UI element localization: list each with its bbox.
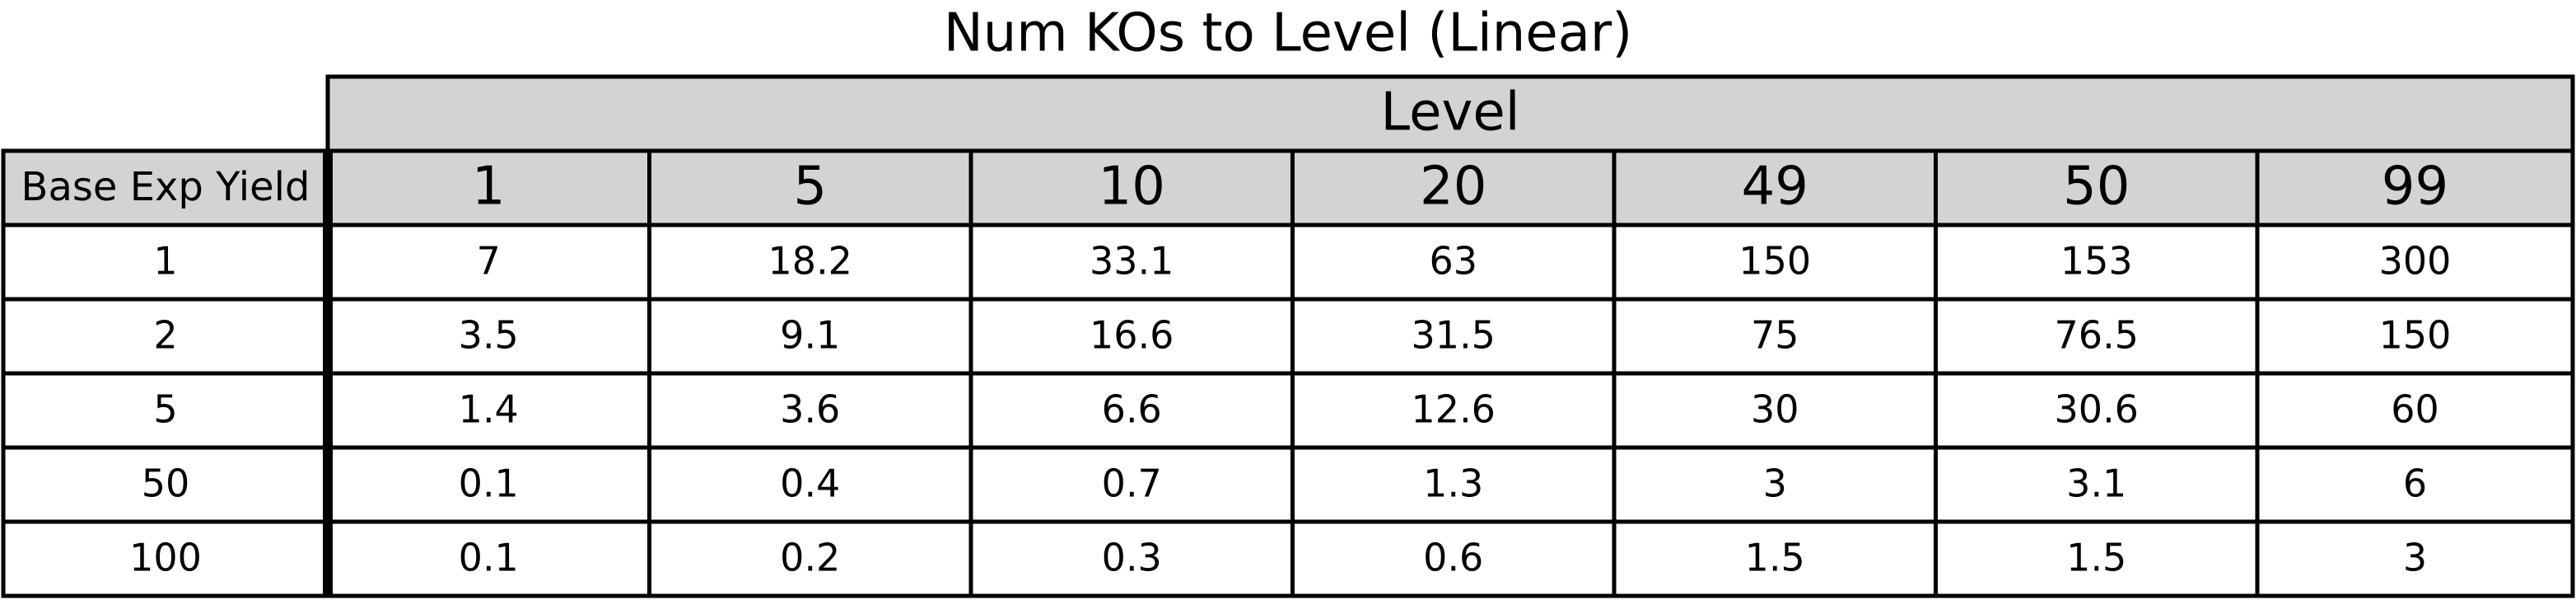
column-group-header [325,74,2575,153]
cell-value: 6.6 [1102,387,1162,432]
table-cell [968,519,1295,598]
table-cell [2255,371,2575,450]
table-cell [968,371,1295,450]
cell-value: 0.2 [780,536,840,580]
cell-value: 3 [2403,536,2427,580]
table-cell [1612,519,1938,598]
table-cell [1290,297,1617,376]
table-cell [1934,519,2260,598]
column-header-20: 20 [1420,157,1486,218]
row-label-100: 100 [129,536,202,580]
cell-value: 18.2 [768,239,852,284]
table-cell [325,297,651,376]
cell-value: 1.5 [1745,536,1805,580]
cell-value: 3.5 [459,313,519,358]
cell-value: 6 [2403,462,2427,506]
table-cell [647,297,973,376]
row-label-cell [1,223,330,302]
row-label-50: 50 [142,462,190,506]
column-header-5: 5 [793,157,827,218]
cell-value: 1.4 [459,387,519,432]
cell-value: 150 [2379,313,2452,358]
row-label-5: 5 [153,387,177,432]
cell-value: 150 [1738,239,1811,284]
cell-value: 76.5 [2055,313,2139,358]
cell-value: 30.6 [2055,387,2139,432]
cell-value: 63 [1429,239,1477,284]
cell-value: 31.5 [1412,313,1496,358]
cell-value: 0.3 [1102,536,1162,580]
cell-value: 153 [2060,239,2133,284]
table-cell [968,297,1295,376]
column-group-label: Level [1381,82,1520,143]
column-header-10: 10 [1099,157,1165,218]
row-header-label: Base Exp Yield [21,164,310,210]
cell-value: 3 [1763,462,1787,506]
cell-value: 9.1 [780,313,840,358]
table-cell [2255,223,2575,302]
cell-value: 0.1 [459,462,519,506]
table-cell [2255,519,2575,598]
row-label-cell [1,519,330,598]
cell-value: 0.6 [1423,536,1483,580]
table-cell [1290,519,1617,598]
cell-value: 3.1 [2066,462,2126,506]
chart-title: Num KOs to Level (Linear) [944,3,1632,64]
table-cell [968,445,1295,524]
table-cell [1612,297,1938,376]
row-label-2: 2 [153,313,177,358]
cell-value: 7 [477,239,501,284]
table-cell [647,445,973,524]
column-header-cell [1934,148,2260,227]
cell-value: 75 [1751,313,1799,358]
column-header-50: 50 [2063,157,2130,218]
cell-value: 33.1 [1090,239,1174,284]
cell-value: 0.4 [780,462,840,506]
column-header-49: 49 [1742,157,1808,218]
table-cell [1290,223,1617,302]
column-header-99: 99 [2382,157,2448,218]
cell-value: 0.1 [459,536,519,580]
table-cell [1934,223,2260,302]
table-cell [1612,371,1938,450]
column-header-cell [1290,148,1617,227]
cell-value: 1.5 [2066,536,2126,580]
cell-value: 60 [2391,387,2439,432]
cell-value: 0.7 [1102,462,1162,506]
column-header-1: 1 [472,157,506,218]
cell-value: 30 [1751,387,1799,432]
row-label-1: 1 [153,239,177,284]
cell-value: 12.6 [1412,387,1496,432]
cell-value: 3.6 [780,387,840,432]
cell-value: 1.3 [1423,462,1483,506]
cell-value: 300 [2379,239,2452,284]
table-cell [647,223,973,302]
cell-value: 16.6 [1090,313,1174,358]
